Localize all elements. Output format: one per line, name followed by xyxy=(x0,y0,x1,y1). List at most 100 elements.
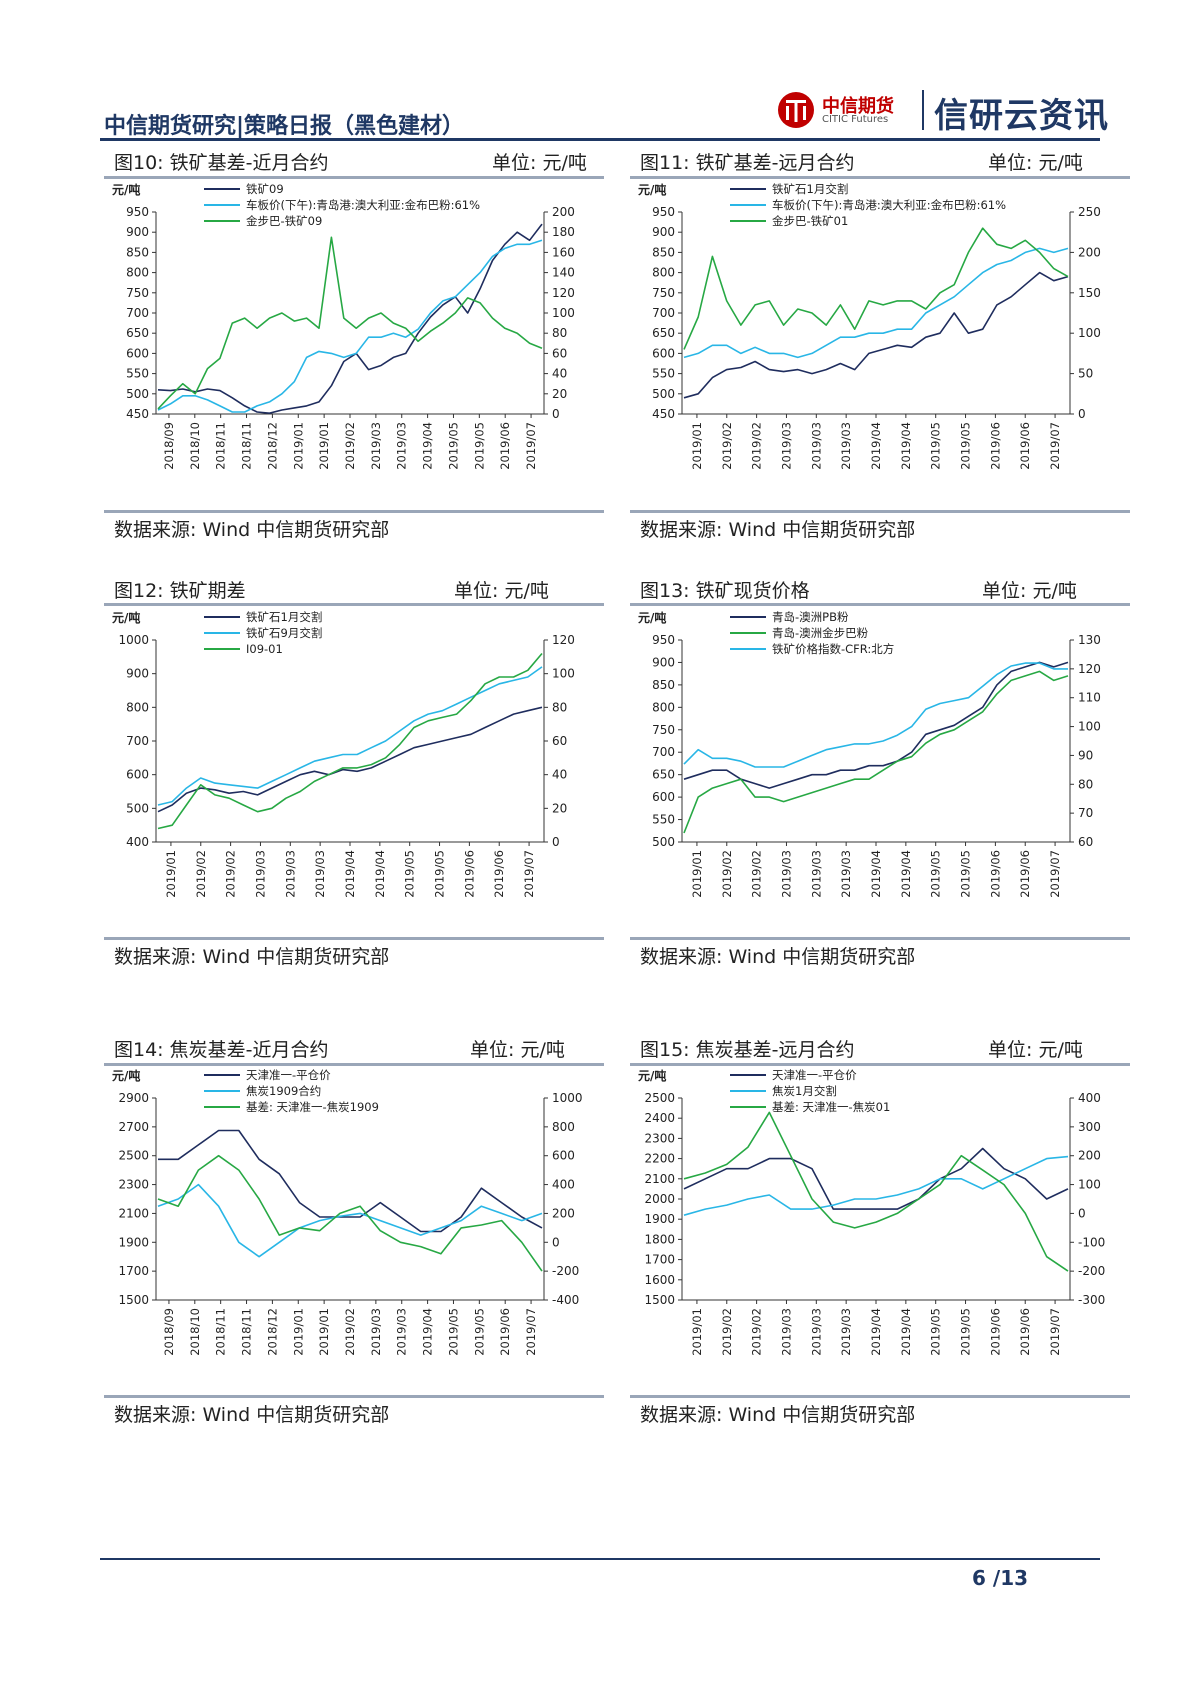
y-tick-label: 1700 xyxy=(644,1253,675,1267)
legend-label: 焦炭1月交割 xyxy=(772,1084,837,1098)
x-tick-label: 2019/04 xyxy=(899,422,913,470)
y2-tick-label: 200 xyxy=(1078,1149,1101,1163)
x-tick-label: 2019/06 xyxy=(988,422,1002,470)
y2-tick-label: 300 xyxy=(1078,1120,1101,1134)
y2-tick-label: 180 xyxy=(552,225,575,239)
x-tick-label: 2019/01 xyxy=(690,850,704,898)
x-tick-label: 2019/04 xyxy=(421,422,435,470)
x-tick-label: 2019/02 xyxy=(720,1308,734,1356)
figure-source: 数据来源: Wind 中信期货研究部 xyxy=(114,1404,390,1426)
y-tick-label: 2400 xyxy=(644,1111,675,1125)
y2-tick-label: 200 xyxy=(552,1206,575,1220)
series-line xyxy=(157,666,543,806)
y2-tick-label: 800 xyxy=(552,1120,575,1134)
y-tick-label: 2300 xyxy=(118,1178,149,1192)
y-tick-label: 700 xyxy=(126,306,149,320)
y2-tick-label: 120 xyxy=(1078,662,1101,676)
footer-rule xyxy=(100,1558,1100,1560)
y-tick-label: 950 xyxy=(126,205,149,219)
x-tick-label: 2018/11 xyxy=(240,1308,254,1356)
y-tick-label: 700 xyxy=(652,745,675,759)
y2-tick-label: 0 xyxy=(552,407,560,421)
series-line xyxy=(683,1155,1069,1216)
figure-rule xyxy=(104,510,604,513)
figure-source: 数据来源: Wind 中信期货研究部 xyxy=(640,1404,916,1426)
x-tick-label: 2019/01 xyxy=(317,422,331,470)
y-tick-label: 800 xyxy=(652,700,675,714)
y-tick-label: 800 xyxy=(652,266,675,280)
chart-fig10: 元/吨 铁矿09 车板价(下午):青岛港:澳大利亚:金布巴粉:61% 金步巴-铁矿09… xyxy=(112,182,575,470)
x-tick-label: 2019/06 xyxy=(988,850,1002,898)
x-tick-label: 2019/04 xyxy=(899,850,913,898)
y2-tick-label: 80 xyxy=(552,700,567,714)
y2-tick-label: 0 xyxy=(1078,407,1086,421)
y-tick-label: 600 xyxy=(126,346,149,360)
x-tick-label: 2019/06 xyxy=(498,1308,512,1356)
y-tick-label: 2300 xyxy=(644,1131,675,1145)
x-tick-label: 2019/03 xyxy=(779,1308,793,1356)
y-tick-label: 550 xyxy=(126,367,149,381)
y-tick-label: 950 xyxy=(652,633,675,647)
x-tick-label: 2019/03 xyxy=(369,422,383,470)
x-tick-label: 2019/06 xyxy=(1018,850,1032,898)
y-tick-label: 1500 xyxy=(118,1293,149,1307)
x-tick-label: 2019/07 xyxy=(522,850,536,898)
x-tick-label: 2019/03 xyxy=(839,1308,853,1356)
legend-label: 天津准一-平仓价 xyxy=(772,1068,857,1082)
y2-tick-label: 250 xyxy=(1078,205,1101,219)
x-tick-label: 2019/01 xyxy=(291,422,305,470)
y-tick-label: 850 xyxy=(126,245,149,259)
figure-rule xyxy=(630,1395,1130,1398)
figure-title: 图13: 铁矿现货价格 xyxy=(640,580,810,602)
x-tick-label: 2019/04 xyxy=(869,422,883,470)
y2-tick-label: -300 xyxy=(1078,1293,1105,1307)
brand-name: 信研云资讯 xyxy=(934,96,1109,136)
y2-tick-label: 150 xyxy=(1078,286,1101,300)
y-tick-label: 1900 xyxy=(644,1212,675,1226)
x-tick-label: 2019/02 xyxy=(750,1308,764,1356)
y-tick-label: 500 xyxy=(126,387,149,401)
y-tick-label: 1700 xyxy=(118,1264,149,1278)
y2-tick-label: 80 xyxy=(1078,777,1093,791)
x-tick-label: 2018/11 xyxy=(214,422,228,470)
legend-label: 铁矿石1月交割 xyxy=(772,182,848,196)
x-tick-label: 2019/03 xyxy=(395,1308,409,1356)
y-tick-label: 850 xyxy=(652,245,675,259)
x-tick-label: 2019/05 xyxy=(403,850,417,898)
x-tick-label: 2019/03 xyxy=(395,422,409,470)
x-tick-label: 2019/03 xyxy=(283,850,297,898)
x-tick-label: 2019/03 xyxy=(253,850,267,898)
x-tick-label: 2018/09 xyxy=(162,422,176,470)
figure-rule xyxy=(104,1063,604,1066)
x-tick-label: 2019/02 xyxy=(720,422,734,470)
y-tick-label: 600 xyxy=(126,768,149,782)
figure-source: 数据来源: Wind 中信期货研究部 xyxy=(114,946,390,968)
x-tick-label: 2019/07 xyxy=(1048,422,1062,470)
y2-tick-label: 100 xyxy=(552,667,575,681)
figure-unit: 单位: 元/吨 xyxy=(988,152,1083,174)
y2-tick-label: 130 xyxy=(1078,633,1101,647)
header-rule xyxy=(100,138,1100,141)
y2-tick-label: -200 xyxy=(1078,1264,1105,1278)
y2-tick-label: 80 xyxy=(552,326,567,340)
x-tick-label: 2019/03 xyxy=(839,850,853,898)
y-tick-label: 750 xyxy=(652,723,675,737)
legend-label: 基差: 天津准一-焦炭01 xyxy=(772,1100,890,1114)
y-tick-label: 1000 xyxy=(118,633,149,647)
x-tick-label: 2019/06 xyxy=(498,422,512,470)
y2-tick-label: 60 xyxy=(552,346,567,360)
y-tick-label: 450 xyxy=(126,407,149,421)
series-line xyxy=(157,236,543,410)
y-tick-label: 900 xyxy=(126,667,149,681)
y-tick-label: 800 xyxy=(126,266,149,280)
x-tick-label: 2019/04 xyxy=(899,1308,913,1356)
x-tick-label: 2019/04 xyxy=(373,850,387,898)
x-tick-label: 2019/03 xyxy=(779,422,793,470)
y-tick-label: 650 xyxy=(652,768,675,782)
y2-tick-label: -400 xyxy=(552,1293,579,1307)
x-tick-label: 2019/04 xyxy=(421,1308,435,1356)
y2-tick-label: 70 xyxy=(1078,806,1093,820)
legend-label: 青岛-澳洲PB粉 xyxy=(772,610,849,624)
page-current: 6 xyxy=(972,1566,986,1590)
